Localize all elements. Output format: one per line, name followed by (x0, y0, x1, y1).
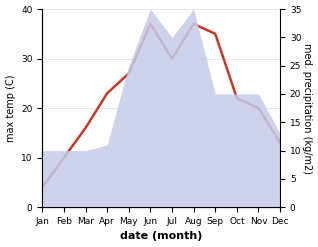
X-axis label: date (month): date (month) (120, 231, 203, 242)
Y-axis label: max temp (C): max temp (C) (5, 74, 16, 142)
Y-axis label: med. precipitation (kg/m2): med. precipitation (kg/m2) (302, 43, 313, 174)
